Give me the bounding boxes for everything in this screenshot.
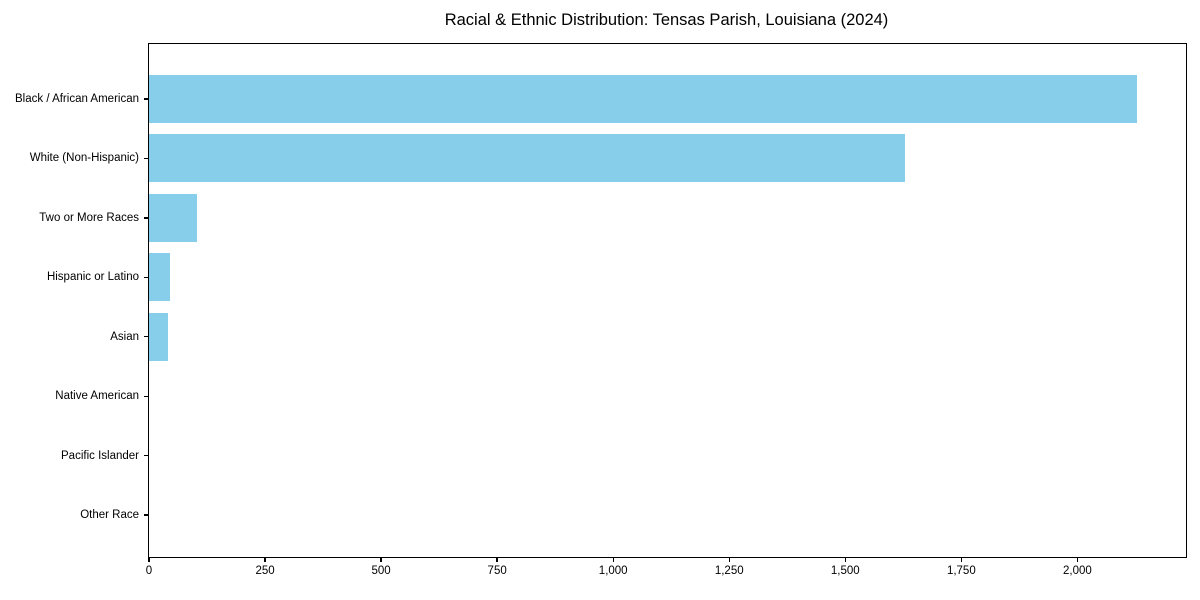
y-tick-mark	[144, 454, 149, 457]
x-tick-mark	[380, 557, 382, 562]
x-tick-mark	[496, 557, 498, 562]
x-tick-label-250: 250	[255, 565, 275, 577]
y-tick-label-asian: Asian	[110, 330, 139, 343]
bar-hispanic-or-latino	[149, 253, 170, 302]
x-tick-mark	[148, 557, 150, 562]
bar-two-or-more-races	[149, 193, 197, 242]
y-tick-mark	[144, 98, 149, 100]
y-tick-mark	[144, 514, 149, 516]
y-tick-label-hispanic-or-latino: Hispanic or Latino	[46, 271, 139, 284]
y-tick-label-white-non-hispanic: White (Non-Hispanic)	[29, 152, 139, 165]
x-tick-label-0: 0	[145, 565, 153, 577]
y-tick-label-native-american: Native American	[55, 390, 139, 403]
x-tick-label-500: 500	[371, 565, 391, 577]
x-tick-mark	[960, 557, 962, 562]
x-tick-mark	[612, 557, 614, 562]
x-tick-mark	[264, 557, 266, 562]
y-tick-label-two-or-more-races: Two or More Races	[39, 211, 139, 224]
y-tick-label-pacific-islander: Pacific Islander	[61, 449, 139, 462]
y-tick-mark	[144, 336, 149, 338]
x-tick-mark	[844, 557, 846, 562]
x-tick-label-1750: 1,750	[946, 565, 976, 577]
x-tick-label-2000: 2,000	[1062, 565, 1092, 577]
y-tick-label-other-race: Other Race	[80, 509, 139, 521]
bar-asian	[149, 312, 168, 361]
x-tick-label-1000: 1,000	[598, 565, 628, 577]
y-tick-mark	[144, 157, 149, 160]
x-tick-label-1500: 1,500	[830, 565, 860, 577]
x-tick-mark	[1076, 557, 1079, 562]
y-tick-label-black-african-american: Black / African American	[15, 93, 139, 105]
y-tick-mark	[144, 276, 149, 278]
plot-area: Black / African American White (Non-Hispa…	[15, 43, 1187, 577]
y-tick-mark	[144, 395, 149, 397]
x-tick-label-1250: 1,250	[714, 565, 744, 577]
y-tick-mark	[144, 217, 149, 219]
bar-white-non-hispanic	[149, 134, 905, 183]
bar-black-african-american	[149, 75, 1137, 123]
x-tick-mark	[728, 557, 730, 562]
x-tick-label-750: 750	[487, 565, 507, 577]
chart-title: Racial & Ethnic Distribution: Tensas Par…	[444, 11, 889, 29]
